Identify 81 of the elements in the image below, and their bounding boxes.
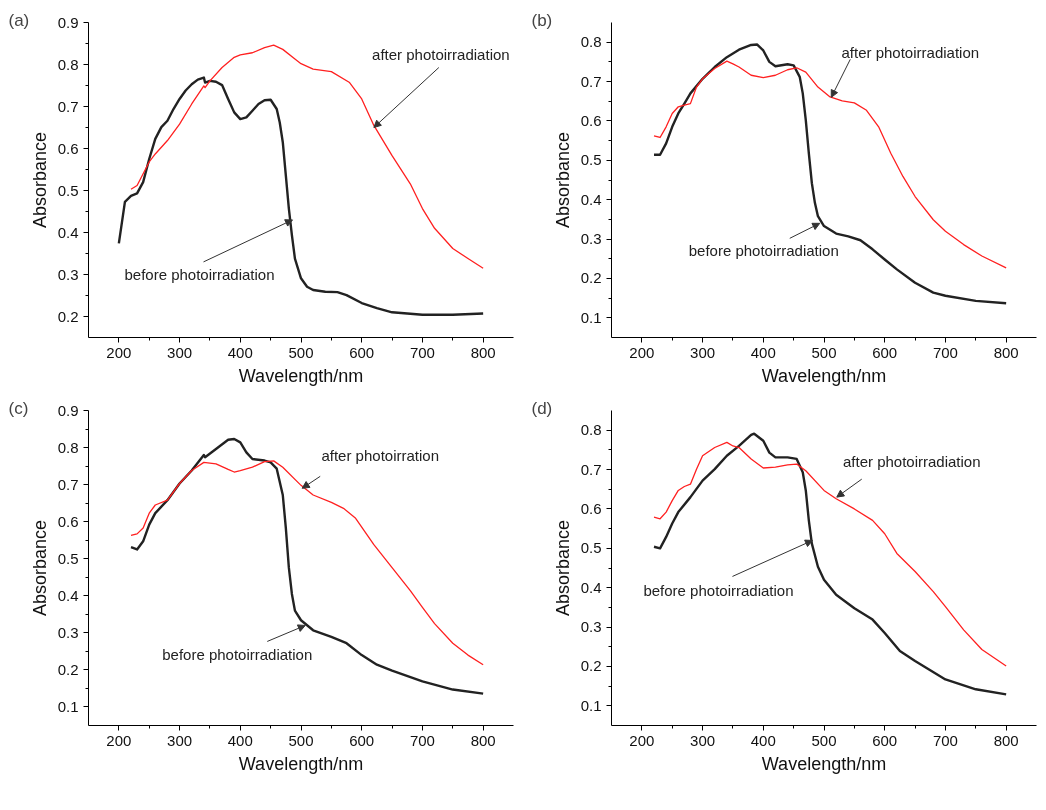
y-tick-label: 0.5 — [57, 549, 79, 567]
x-tick-label: 500 — [811, 343, 837, 361]
x-axis-title: Wavelength/nm — [761, 753, 887, 774]
x-tick-label: 600 — [872, 731, 898, 749]
x-tick-label: 800 — [470, 731, 496, 749]
y-tick-label: 0.8 — [57, 55, 79, 73]
x-tick-label: 200 — [106, 731, 132, 749]
y-axis-title: Absorbance — [29, 131, 50, 229]
x-tick-label: 600 — [349, 731, 375, 749]
annotation: after photoirration — [321, 446, 440, 464]
y-tick-label: 0.5 — [580, 539, 602, 557]
x-tick-label: 500 — [288, 731, 314, 749]
y-tick-label: 0.8 — [57, 438, 79, 456]
x-tick-label: 200 — [629, 731, 655, 749]
x-tick-label: 200 — [629, 343, 655, 361]
annotation: before photoirradiation — [162, 645, 313, 663]
x-axis-title: Wavelength/nm — [238, 365, 364, 386]
annotation: before photoirradiation — [124, 266, 275, 284]
x-tick-label: 500 — [288, 343, 314, 361]
y-tick-label: 0.6 — [57, 139, 79, 157]
y-tick-label: 0.4 — [580, 578, 602, 596]
annotation: after photoirradiation — [841, 43, 980, 61]
y-tick-label: 0.2 — [57, 660, 79, 678]
x-tick-label: 600 — [872, 343, 898, 361]
x-tick-label: 400 — [750, 343, 776, 361]
y-tick-label: 0.3 — [57, 265, 79, 283]
x-tick-label: 700 — [932, 731, 958, 749]
y-tick-label: 0.4 — [57, 586, 79, 604]
chart-title: (a) — [8, 10, 30, 30]
annotation: before photoirradiation — [643, 581, 794, 599]
y-tick-label: 0.4 — [580, 190, 602, 208]
y-tick-label: 0.3 — [580, 618, 602, 636]
y-axis-title: Absorbance — [552, 131, 573, 229]
x-tick-label: 200 — [106, 343, 132, 361]
y-tick-label: 0.1 — [580, 696, 602, 714]
x-axis-title: Wavelength/nm — [761, 365, 887, 386]
x-axis-title: Wavelength/nm — [238, 753, 364, 774]
y-tick-label: 0.7 — [580, 460, 602, 478]
y-tick-label: 0.5 — [580, 151, 602, 169]
chart-title: (d) — [531, 398, 553, 418]
x-tick-label: 700 — [409, 343, 435, 361]
x-tick-label: 300 — [167, 731, 193, 749]
x-tick-label: 300 — [167, 343, 193, 361]
y-tick-label: 0.3 — [57, 623, 79, 641]
x-tick-label: 400 — [227, 731, 253, 749]
x-tick-label: 800 — [993, 731, 1019, 749]
y-tick-label: 0.1 — [57, 697, 79, 715]
chart-title: (c) — [8, 398, 29, 418]
x-tick-label: 800 — [993, 343, 1019, 361]
x-tick-label: 700 — [932, 343, 958, 361]
y-axis-title: Absorbance — [29, 519, 50, 617]
y-tick-label: 0.8 — [580, 33, 602, 51]
x-tick-label: 400 — [227, 343, 253, 361]
y-tick-label: 0.9 — [57, 13, 79, 31]
y-tick-label: 0.2 — [57, 307, 79, 325]
annotation: before photoirradiation — [688, 241, 839, 259]
y-tick-label: 0.5 — [57, 181, 79, 199]
x-tick-label: 400 — [750, 731, 776, 749]
y-tick-label: 0.6 — [580, 499, 602, 517]
y-tick-label: 0.1 — [580, 308, 602, 326]
y-tick-label: 0.3 — [580, 230, 602, 248]
x-tick-label: 700 — [409, 731, 435, 749]
chart-title: (b) — [531, 10, 553, 30]
x-tick-label: 800 — [470, 343, 496, 361]
x-tick-label: 300 — [690, 343, 716, 361]
y-tick-label: 0.6 — [57, 512, 79, 530]
annotation: after photoirradiation — [842, 452, 981, 470]
y-tick-label: 0.7 — [580, 72, 602, 90]
x-tick-label: 600 — [349, 343, 375, 361]
annotation: after photoirradiation — [372, 46, 510, 63]
y-tick-label: 0.8 — [580, 421, 602, 439]
y-tick-label: 0.2 — [580, 657, 602, 675]
y-tick-label: 0.9 — [57, 401, 79, 419]
y-tick-label: 0.7 — [57, 97, 79, 115]
y-tick-label: 0.4 — [57, 223, 79, 241]
y-tick-label: 0.7 — [57, 475, 79, 493]
x-tick-label: 300 — [690, 731, 716, 749]
y-axis-title: Absorbance — [552, 519, 573, 617]
y-tick-label: 0.6 — [580, 111, 602, 129]
y-tick-label: 0.2 — [580, 269, 602, 287]
x-tick-label: 500 — [811, 731, 837, 749]
